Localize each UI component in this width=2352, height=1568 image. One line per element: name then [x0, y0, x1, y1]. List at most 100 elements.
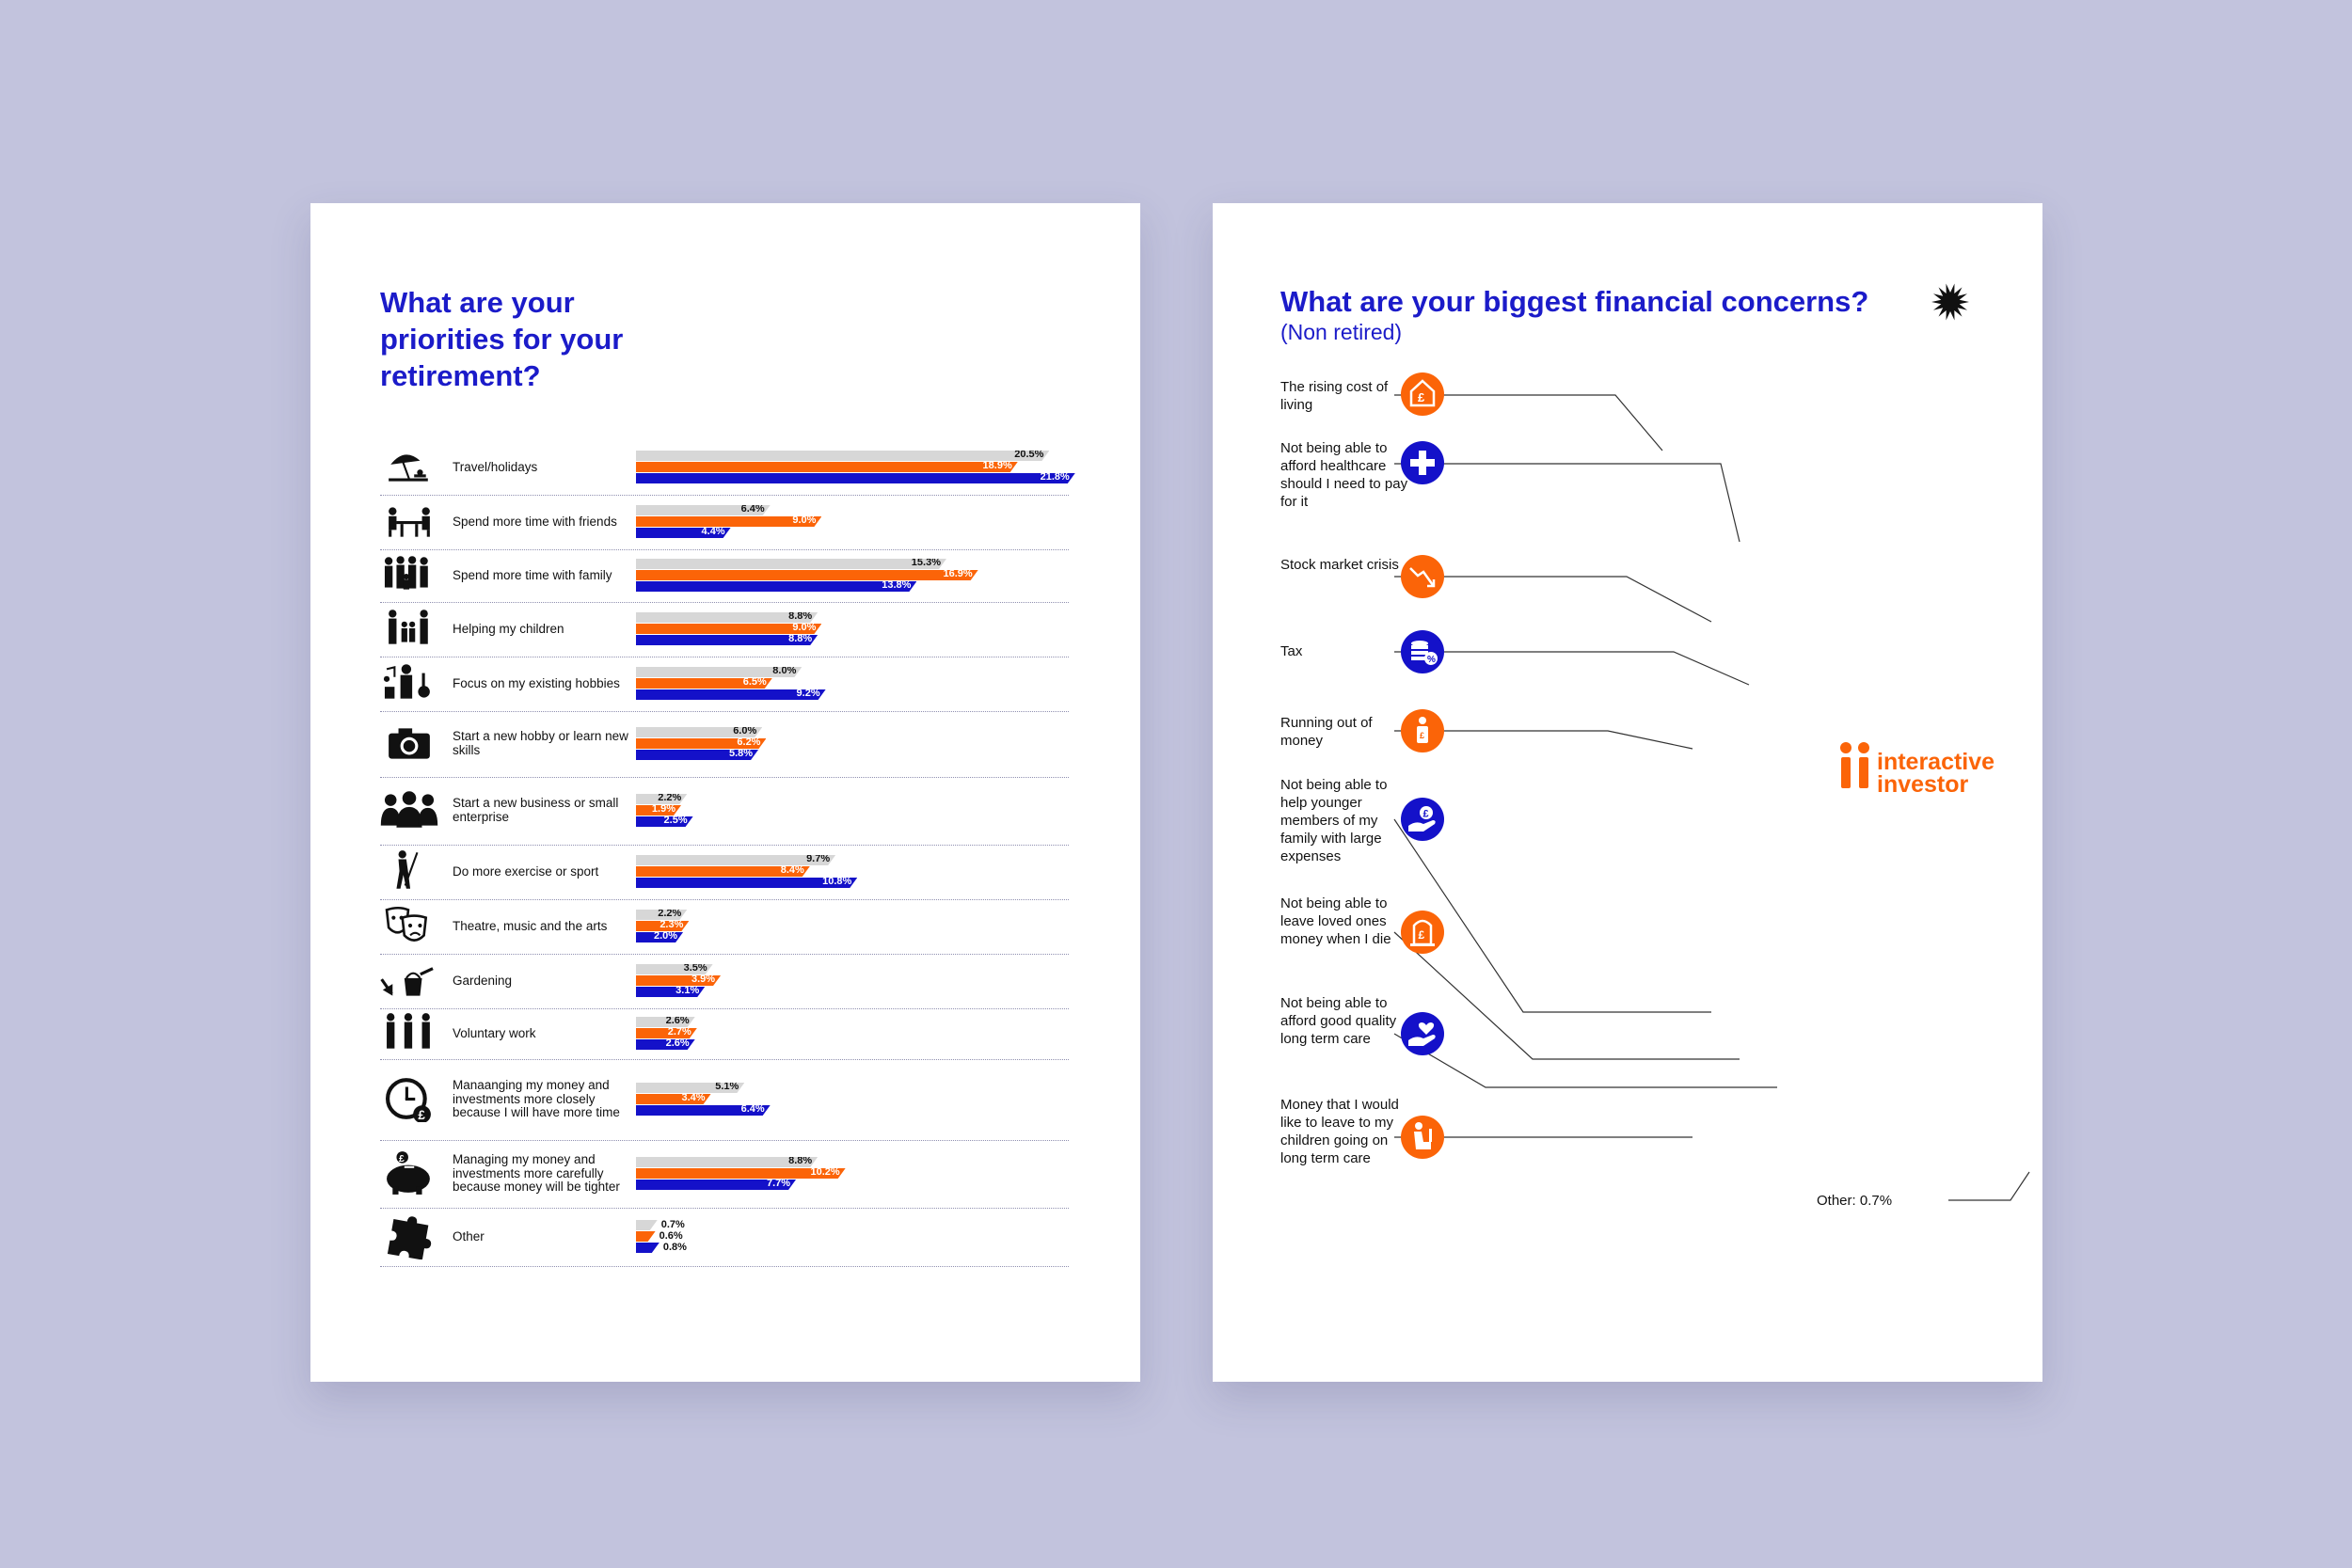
- priority-row: Spend more time with family 15.3% 16.9% 13.…: [380, 549, 1069, 603]
- golf-icon: [380, 847, 442, 896]
- bar-grey: 5.1%: [636, 1083, 744, 1093]
- bar-orange: 9.0%: [636, 624, 821, 634]
- leader-line: [1394, 730, 1693, 750]
- gravestone-pound-icon: £: [1401, 911, 1444, 954]
- bar-value-label: 5.8%: [728, 748, 754, 759]
- bar-value-label: 8.0%: [772, 665, 797, 676]
- bar-blue: 9.2%: [636, 689, 826, 700]
- right-page-subtitle: (Non retired): [1280, 320, 1403, 344]
- music-guitar-icon: [380, 659, 442, 708]
- bar-value-label: 20.5%: [1014, 449, 1044, 460]
- svg-text:£: £: [1423, 809, 1429, 820]
- bar-blue: 8.8%: [636, 635, 818, 645]
- bar-value-label: 3.9%: [691, 974, 716, 985]
- bar-value-label: 16.9%: [943, 568, 973, 579]
- bar-orange: 6.5%: [636, 678, 772, 689]
- priority-label: Travel/holidays: [453, 460, 538, 474]
- bar-grey: 20.5%: [636, 451, 1049, 461]
- bar-blue: 2.5%: [636, 816, 693, 827]
- bar-value-label: 2.5%: [663, 815, 688, 826]
- priority-label: Focus on my existing hobbies: [453, 676, 620, 690]
- bar-value-label: 18.9%: [982, 460, 1012, 471]
- bar-orange: 8.4%: [636, 866, 810, 877]
- coins-percent-icon: %: [1401, 630, 1444, 673]
- bar-grey: 2.2%: [636, 910, 687, 920]
- priority-row: Voluntary work 2.6% 2.7% 2.6%: [380, 1008, 1069, 1060]
- leader-line: [1948, 1171, 2030, 1201]
- priority-label: Start a new hobby or learn new skills: [453, 729, 628, 757]
- bar-value-label: 2.2%: [658, 792, 682, 803]
- bar-grey: 2.2%: [636, 794, 687, 804]
- concern-label: The rising cost of living: [1280, 379, 1389, 413]
- bar-grey: 8.8%: [636, 612, 818, 623]
- bar-value-label: 2.6%: [665, 1037, 690, 1049]
- bar-value-label: 21.8%: [1040, 471, 1070, 483]
- bar-blue: 6.4%: [636, 1105, 771, 1116]
- concern-label: Not being able to help younger members o…: [1280, 777, 1388, 864]
- priority-row: Helping my children 8.8% 9.0% 8.8%: [380, 602, 1069, 657]
- parent-children-icon: [380, 605, 442, 654]
- bar-orange: 18.9%: [636, 462, 1018, 472]
- priority-label: Theatre, music and the arts: [453, 919, 608, 933]
- bar-orange: 1.9%: [636, 805, 681, 816]
- bar-value-label: 6.4%: [740, 1103, 765, 1115]
- leader-line: [1394, 463, 1740, 543]
- bar-value-label: 2.3%: [660, 919, 684, 930]
- camera-icon: [380, 720, 442, 768]
- friends-table-icon: [380, 498, 442, 546]
- bar-value-label: 7.7%: [766, 1178, 791, 1189]
- concern-label: Not being able to leave loved ones money…: [1280, 895, 1391, 947]
- interactive-investor-logo-icon: [1840, 742, 1869, 788]
- bar-value-label: 2.6%: [665, 1015, 690, 1026]
- priority-label: Do more exercise or sport: [453, 864, 599, 879]
- concern-label: Money that I would like to leave to my c…: [1280, 1097, 1399, 1166]
- business-people-icon: [380, 786, 442, 835]
- bar-orange: 10.2%: [636, 1168, 846, 1179]
- priority-row: Start a new hobby or learn new skills 6.0…: [380, 711, 1069, 778]
- bar-value-label: 8.4%: [780, 864, 804, 876]
- bar-grey: 2.6%: [636, 1017, 695, 1027]
- leader-line: [1393, 1033, 1777, 1088]
- bar-value-label: 8.8%: [788, 633, 813, 644]
- svg-text:£: £: [399, 1154, 405, 1164]
- bar-blue: [636, 1243, 660, 1253]
- bar-value-label: 9.2%: [796, 688, 820, 699]
- bar-value-label: 5.1%: [715, 1081, 739, 1092]
- medical-cross-icon: [1401, 441, 1444, 484]
- right-page-title: What are your biggest financial concerns…: [1280, 285, 1869, 318]
- bar-orange: 9.0%: [636, 516, 821, 527]
- bar-value-label: 1.9%: [651, 803, 675, 815]
- garden-tools-icon: [380, 957, 442, 1006]
- bar-orange: 2.3%: [636, 921, 689, 931]
- pound-house-icon: £: [1401, 372, 1444, 416]
- family-icon: [380, 551, 442, 600]
- theatre-masks-icon: [380, 902, 442, 951]
- leader-line: [1394, 394, 1663, 451]
- bar-orange: 3.4%: [636, 1094, 711, 1104]
- bar-orange: 16.9%: [636, 570, 978, 580]
- priority-label: Spend more time with friends: [453, 515, 617, 529]
- bar-orange: [636, 1231, 656, 1242]
- right-page: What are your biggest financial concerns…: [1213, 203, 2042, 1382]
- bar-value-label: 3.4%: [681, 1092, 706, 1103]
- volunteers-icon: [380, 1009, 442, 1058]
- starburst-shape: [1931, 283, 1969, 321]
- logo-text-line2: investor: [1877, 771, 1969, 798]
- bar-blue: 5.8%: [636, 750, 758, 760]
- logo-text: interactive investor: [1877, 751, 1994, 798]
- svg-text:£: £: [1420, 731, 1424, 740]
- falling-chart-icon: [1401, 555, 1444, 598]
- left-page: What are your priorities for your retire…: [310, 203, 1140, 1382]
- bar-grey: [636, 1220, 658, 1230]
- bar-blue: 7.7%: [636, 1180, 796, 1190]
- bar-value-label: 9.0%: [792, 515, 817, 526]
- priority-label: Start a new business or small enterprise: [453, 796, 619, 824]
- bar-orange: 6.2%: [636, 738, 766, 749]
- bar-grey: 6.0%: [636, 727, 762, 737]
- bar-value-label: 8.8%: [788, 610, 813, 622]
- bar-blue: 2.6%: [636, 1039, 695, 1050]
- priority-row: Do more exercise or sport 9.7% 8.4% 10.8%: [380, 845, 1069, 900]
- priority-row: Spend more time with friends 6.4% 9.0% 4.4%: [380, 495, 1069, 550]
- bar-value-label: 3.5%: [683, 962, 707, 974]
- concern-label: Not being able to afford healthcare shou…: [1280, 440, 1408, 510]
